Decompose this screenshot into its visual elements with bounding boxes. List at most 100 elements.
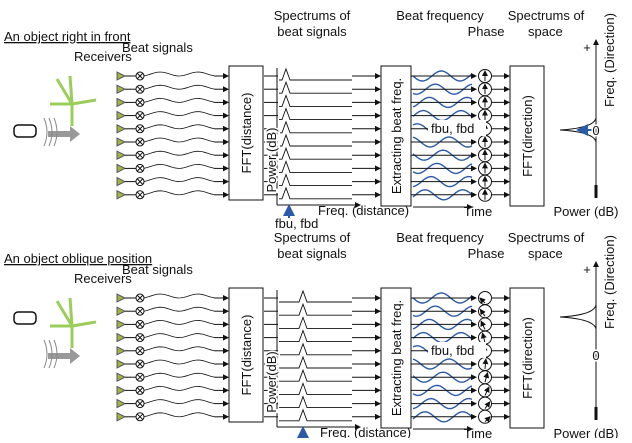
spectrum [279,173,352,187]
direction-spectrum [559,272,597,412]
beat-signal [143,399,215,404]
receiver [116,71,127,81]
fft-direction-box [509,287,545,429]
beat-signal [143,84,215,90]
beat-signal [143,124,215,130]
mixer-x [136,138,144,146]
beat-signal [143,163,215,169]
receiver [116,306,127,317]
spectrum [279,186,352,200]
fbu-fbd-label: fbu, fbd [275,216,318,231]
beat-signal [143,333,215,338]
beat-signal [143,385,215,391]
spectrum [279,329,352,343]
receiver [116,332,127,343]
receiver [116,385,127,396]
mixer-x [136,400,144,407]
receivers-label: Receivers [74,271,132,286]
phase-arrow [482,358,489,370]
fft-direction-box [509,65,545,207]
beat-wave [412,305,473,317]
beat-signal [143,137,215,143]
spectrum [279,316,352,329]
receiver [116,293,127,303]
spectrum [279,368,352,382]
phase-label: Phase [468,246,505,261]
beat-signal [143,319,215,325]
extracting-box [380,65,412,207]
mixer-x [136,125,144,133]
beat-wave [412,189,473,201]
antenna [50,297,97,348]
mixer-x [136,347,144,355]
receiver [116,163,127,174]
extracting-label: Extracting beat freq. [389,78,404,194]
spectrums-label: beat signals [277,24,347,39]
mixer-x [136,373,144,381]
fft-direction-label: FFT(direction) [520,317,535,399]
label-bg [428,120,486,136]
beat-wave [412,411,473,423]
panel-title: An object right in front [4,29,131,44]
receiver [116,189,127,200]
antenna [50,75,97,126]
mixer-x [136,387,144,394]
receiver [116,97,127,108]
mixer-x [136,151,144,159]
mixer-x [136,99,144,106]
mixer-x [136,334,144,341]
mixer-x [136,178,144,185]
receiver [116,319,127,330]
extracting-label: Extracting beat freq. [389,300,404,416]
wave-arc [43,117,48,147]
space-label: space [528,246,563,261]
spectrum [279,382,352,395]
spectrums-label: beat signals [277,246,347,261]
beat-wave [412,83,473,95]
spectrum [279,94,352,107]
direction-axis-label: Freq. (Direction) [602,235,617,329]
fft-distance-label: FFT(distance) [239,93,254,174]
receiver [116,150,127,161]
spectrum [279,302,352,316]
spectrum [279,133,352,147]
mixer-x [136,85,144,93]
spectrum [279,342,352,356]
fbu-fbd-label: fbu, fbd [431,121,474,136]
mixer-x [136,294,144,302]
beat-wave [412,136,473,148]
beat-signal [143,190,215,196]
spectrum [279,408,352,422]
fft-distance-box [228,287,264,423]
freq-distance-label: Freq. (distance) [320,425,411,438]
plus-label: + [583,40,591,55]
receiver [116,137,127,147]
beat-wave [412,149,473,161]
spectrum [279,80,352,94]
receiver [116,84,127,95]
receiver [116,372,127,383]
beat-signal [143,98,215,103]
gray-arrow [48,126,80,142]
receiver [116,398,127,409]
power-axis-label: Power (dB) [264,127,279,192]
spectrum [279,160,352,173]
receiver [116,359,127,369]
beat-frequency-label: Beat frequency [396,8,484,23]
beat-wave [412,318,473,331]
mixer-x [136,307,144,315]
phase-arrow [484,386,490,396]
fft-distance-box [228,65,264,201]
wave-arc [43,339,48,369]
receiver [116,123,127,134]
beat-wave [412,371,473,383]
beat-wave [412,70,473,82]
mixer-x [136,321,144,328]
phase-arrow [480,320,486,330]
spectrums-label: Spectrums of [274,8,351,23]
receiver [116,345,127,356]
fft-distance-label: FFT(distance) [239,315,254,396]
wave-arc [53,339,58,369]
beat-wave [412,292,473,304]
car [13,124,37,138]
